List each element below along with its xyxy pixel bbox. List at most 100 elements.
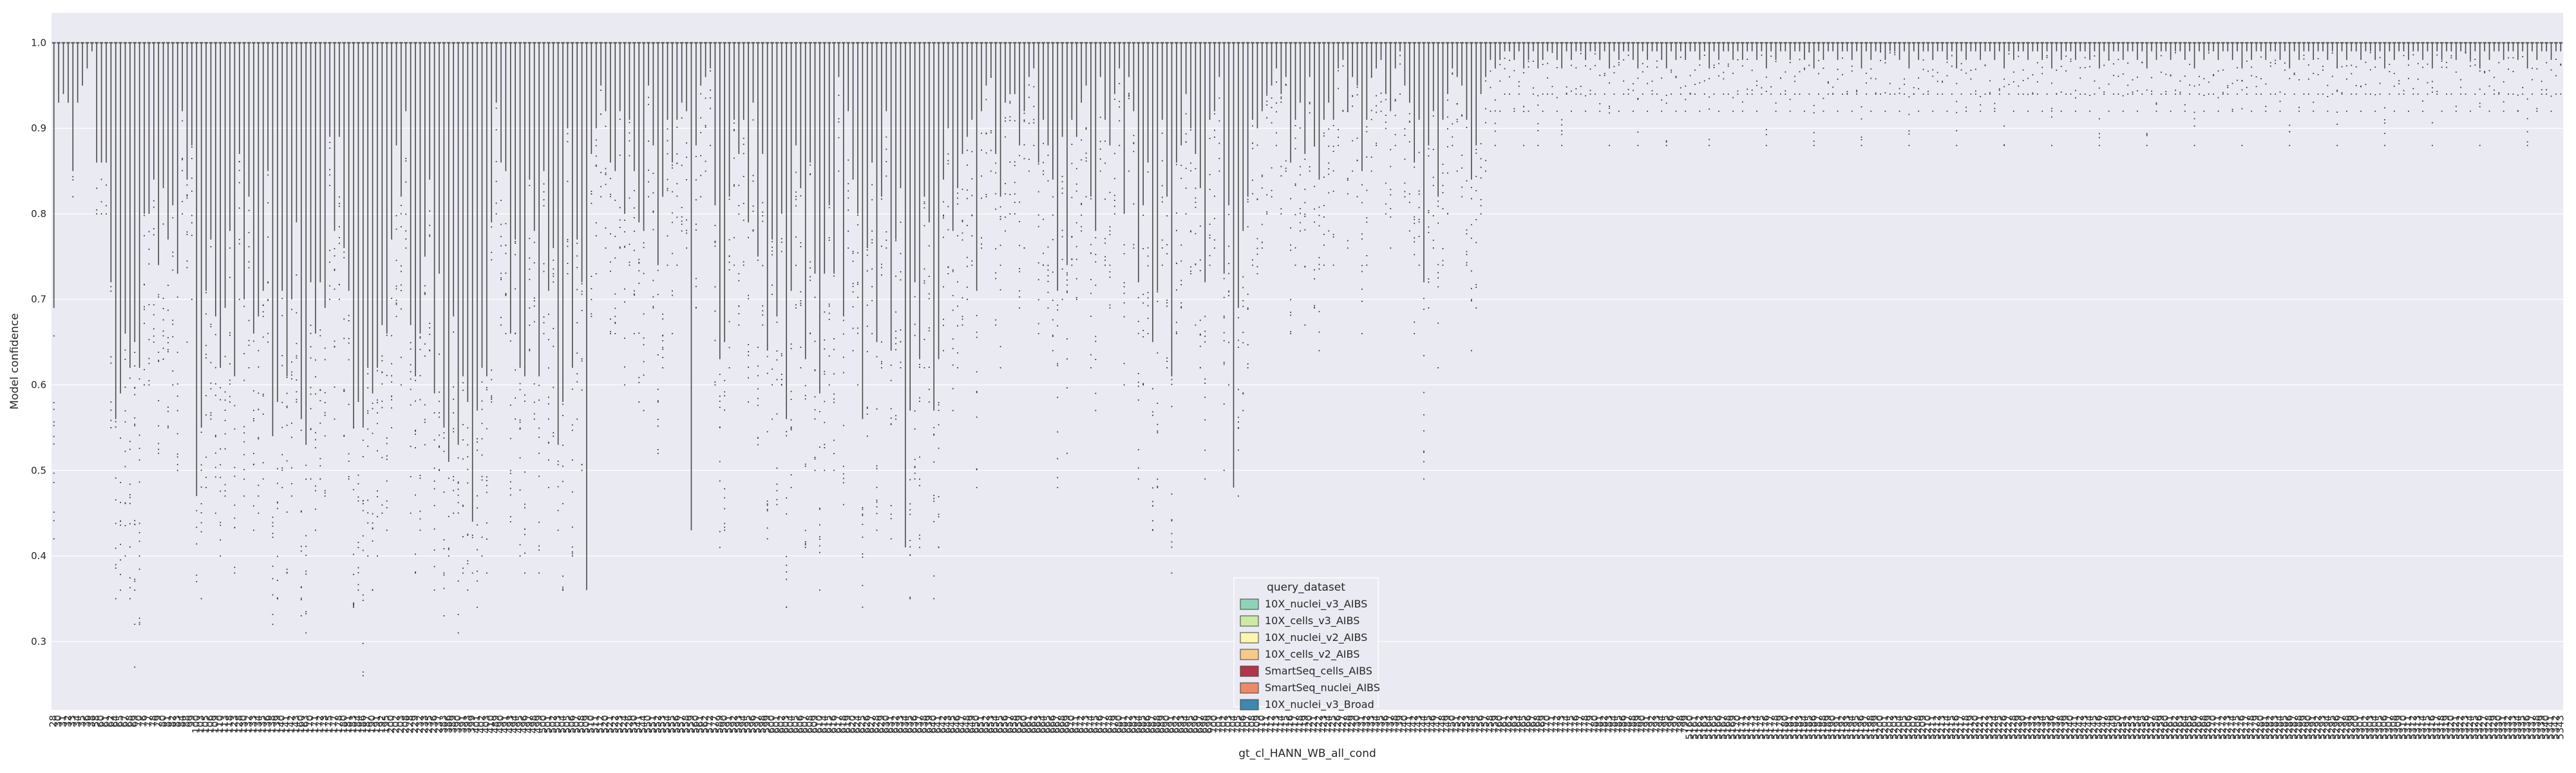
box-flier <box>1195 206 1197 208</box>
box-flier <box>648 181 649 183</box>
box-flier <box>106 205 107 207</box>
box-flier <box>790 486 792 488</box>
box-flier <box>200 598 202 600</box>
x-tick-label: 773 <box>1555 715 1567 734</box>
box-flier <box>305 632 307 634</box>
box-flier <box>957 235 959 236</box>
x-tick-label: 5329 <box>2488 715 2499 740</box>
box-flier <box>200 512 202 513</box>
y-tick-label: 0.8 <box>31 208 46 220</box>
box-flier <box>928 367 930 368</box>
box-flier <box>1566 93 1567 95</box>
box-flier <box>547 367 549 369</box>
box-flier <box>595 166 597 167</box>
box-flier <box>148 263 150 265</box>
box-flier <box>1823 67 1824 69</box>
box-flier <box>1123 384 1125 386</box>
box-flier <box>315 393 316 395</box>
box-flier <box>2098 133 2100 135</box>
box-flier <box>1623 93 1625 95</box>
box-flier <box>1428 155 1430 157</box>
box-flier <box>448 548 450 549</box>
box-flier <box>981 197 982 199</box>
box-flier <box>1946 110 1948 112</box>
x-tick-label: 5168 <box>1722 715 1734 740</box>
box-flier <box>2441 66 2443 68</box>
box-flier <box>1085 128 1087 130</box>
box-flier <box>1361 332 1363 334</box>
x-tick-label: 5270 <box>2207 715 2219 740</box>
box-flier <box>1370 157 1372 158</box>
box-flier <box>1047 275 1049 276</box>
box-flier <box>262 394 264 396</box>
box-flier <box>167 410 169 412</box>
box-flier <box>538 452 540 454</box>
x-tick-label: 770 <box>1541 715 1553 734</box>
box-flier <box>1370 76 1372 78</box>
box-flier <box>400 308 402 310</box>
x-tick-label: 5263 <box>2174 715 2185 740</box>
box-flier <box>1827 93 1829 95</box>
box-flier <box>200 531 202 533</box>
box-flier <box>738 305 740 307</box>
box-flier <box>766 510 768 511</box>
box-flier <box>1075 298 1077 300</box>
box-flier <box>258 350 260 352</box>
x-tick-label: 675 <box>1089 715 1101 734</box>
box-flier <box>842 356 844 358</box>
box-flier <box>367 512 369 514</box>
box-flier <box>391 363 393 365</box>
x-tick-label: 5310 <box>2398 715 2409 740</box>
box-flier <box>1061 268 1063 270</box>
box-flier <box>1418 207 1420 209</box>
box-flier <box>439 446 440 448</box>
box-flier <box>115 426 117 428</box>
box-flier <box>1199 225 1201 227</box>
x-tick-label: 610 <box>813 715 825 734</box>
box-flier <box>2113 93 2114 95</box>
box-flier <box>1166 215 1168 217</box>
box-flier <box>2241 108 2243 110</box>
x-tick-label: 5242 <box>2074 715 2085 740</box>
box-flier <box>162 223 164 225</box>
box-flier <box>2074 90 2076 91</box>
box-flier <box>1399 93 1401 95</box>
box-flier <box>938 513 940 515</box>
box-flier <box>814 418 816 420</box>
box-flier <box>1580 93 1582 95</box>
box-flier <box>1504 93 1506 95</box>
x-tick-label: 5294 <box>2321 715 2333 740</box>
box-flier <box>1209 264 1211 266</box>
box-flier <box>415 553 416 555</box>
box-flier <box>1237 495 1239 497</box>
box-flier <box>2065 93 2067 95</box>
box-flier <box>362 510 364 511</box>
box-flier <box>415 572 416 574</box>
box-flier <box>624 384 625 386</box>
box-flier <box>424 293 426 295</box>
box-flier <box>1461 115 1463 117</box>
box-flier <box>229 276 231 278</box>
box-flier <box>305 546 307 548</box>
x-tick-label: 65 <box>114 715 126 727</box>
box-flier <box>305 613 307 615</box>
box-flier <box>1314 307 1315 309</box>
x-tick-label: 769 <box>1537 715 1548 734</box>
box-flier <box>481 479 483 481</box>
x-tick-label: 624 <box>851 715 863 734</box>
x-tick-label: 597 <box>752 715 763 734</box>
box-flier <box>1633 110 1634 112</box>
box-flier <box>1328 192 1330 194</box>
box-flier <box>1085 196 1087 198</box>
box-flier <box>1594 93 1596 95</box>
box-flier <box>1780 93 1781 95</box>
box-flier <box>662 347 664 348</box>
box-flier <box>1242 392 1244 394</box>
x-tick-label: 77 <box>142 715 154 727</box>
box-flier <box>2203 95 2205 96</box>
box-flier <box>1813 132 1815 133</box>
box-flier <box>2175 52 2176 53</box>
box-flier <box>985 194 987 195</box>
box-flier <box>234 475 236 477</box>
box-flier <box>1347 111 1349 113</box>
